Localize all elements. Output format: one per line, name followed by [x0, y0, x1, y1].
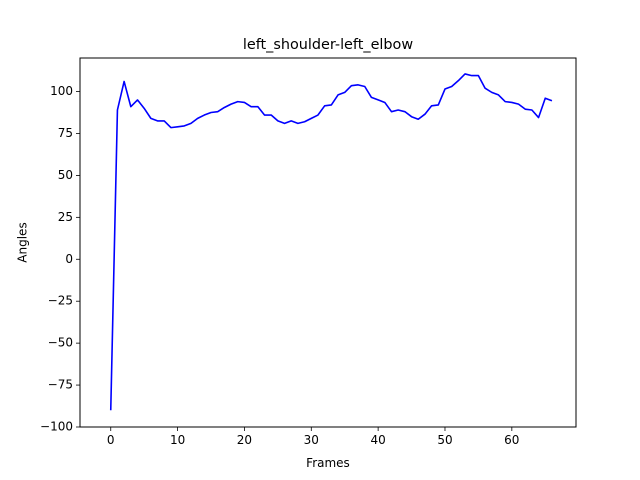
- chart-title: left_shoulder-left_elbow: [243, 37, 414, 53]
- y-tick-label: 50: [58, 168, 73, 182]
- x-axis-ticks: 0 10 20 30 40 50 60: [107, 427, 519, 447]
- series-line: [109, 73, 553, 411]
- x-tick-label: 20: [237, 433, 252, 447]
- y-tick-label: 75: [58, 126, 73, 140]
- x-tick-label: 50: [437, 433, 452, 447]
- x-tick-label: 0: [107, 433, 115, 447]
- y-axis-title: Angles: [16, 222, 30, 262]
- y-tick-label: 100: [50, 84, 73, 98]
- y-tick-label: −25: [48, 294, 73, 308]
- y-tick-label: 0: [65, 252, 73, 266]
- y-tick-label: −100: [40, 420, 73, 434]
- y-tick-label: −75: [48, 378, 73, 392]
- plot-area: [109, 73, 553, 411]
- x-axis-title: Frames: [306, 456, 350, 470]
- y-tick-label: −50: [48, 336, 73, 350]
- x-tick-label: 30: [304, 433, 319, 447]
- x-tick-label: 10: [170, 433, 185, 447]
- plot-frame: [79, 57, 577, 428]
- y-axis-ticks: −100 −75 −50 −25 0 25 50 75 100: [40, 84, 80, 434]
- y-tick-label: 25: [58, 210, 73, 224]
- x-tick-label: 60: [504, 433, 519, 447]
- x-tick-label: 40: [370, 433, 385, 447]
